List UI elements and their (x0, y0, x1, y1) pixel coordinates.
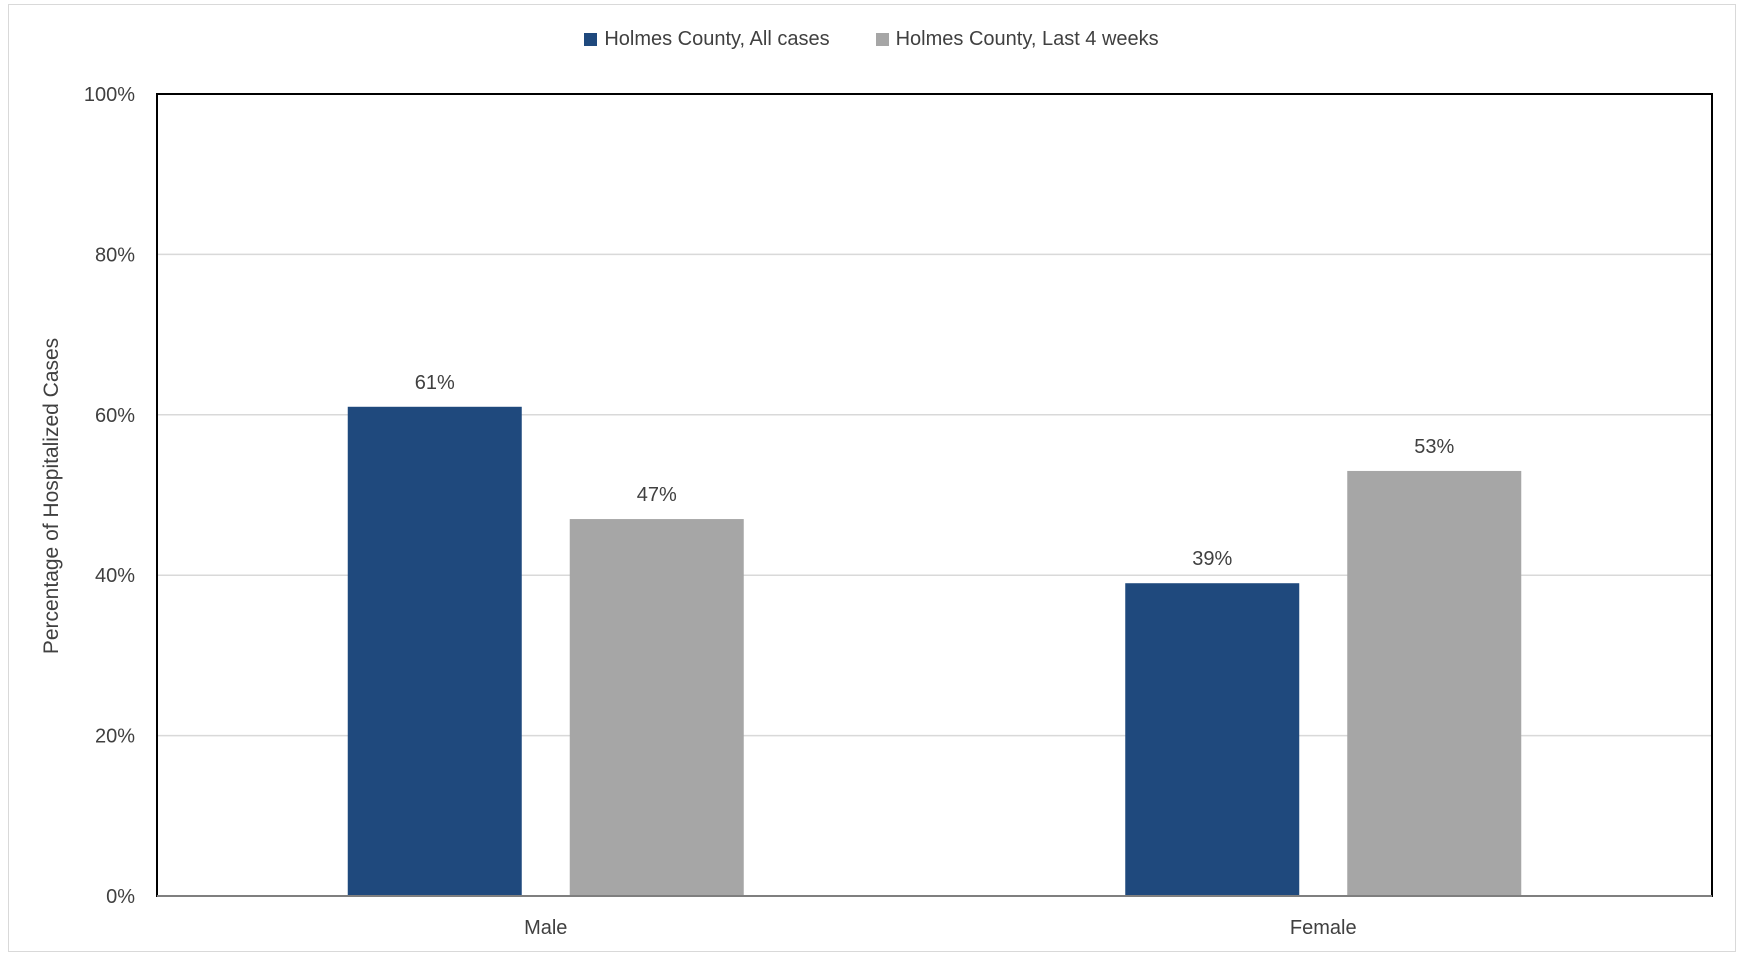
x-tick-label: Female (1290, 917, 1357, 939)
y-tick-label: 100% (84, 84, 135, 106)
bar (1125, 583, 1300, 896)
legend-label-last-4-weeks: Holmes County, Last 4 weeks (895, 28, 1159, 50)
legend-item-all-cases: Holmes County, All cases (584, 28, 830, 51)
bar (1347, 470, 1522, 896)
bars (347, 406, 1522, 896)
legend-label-all-cases: Holmes County, All cases (604, 28, 830, 50)
data-labels: 61% 47% 39% 53% (415, 372, 1455, 570)
y-axis-label: Percentage of Hospitalized Cases (40, 338, 63, 654)
data-label: 47% (637, 484, 677, 506)
legend: Holmes County, All cases Holmes County, … (0, 28, 1743, 51)
data-label: 39% (1192, 548, 1232, 570)
y-tick-label: 40% (95, 565, 135, 587)
data-label: 61% (415, 372, 455, 394)
x-tick-label: Male (524, 917, 567, 939)
bar (347, 406, 522, 896)
y-tick-label: 20% (95, 726, 135, 748)
chart-frame (8, 4, 1736, 952)
y-tick-label: 60% (95, 405, 135, 427)
axes: 0% 20% 40% 60% 80% 100% Male Female (84, 84, 1713, 939)
legend-swatch-all-cases (584, 33, 598, 46)
bar (569, 519, 744, 896)
data-label: 53% (1414, 436, 1454, 458)
legend-swatch-last-4-weeks (875, 33, 889, 46)
y-tick-label: 0% (106, 886, 135, 908)
legend-item-last-4-weeks: Holmes County, Last 4 weeks (875, 28, 1159, 51)
y-tick-label: 80% (95, 244, 135, 266)
